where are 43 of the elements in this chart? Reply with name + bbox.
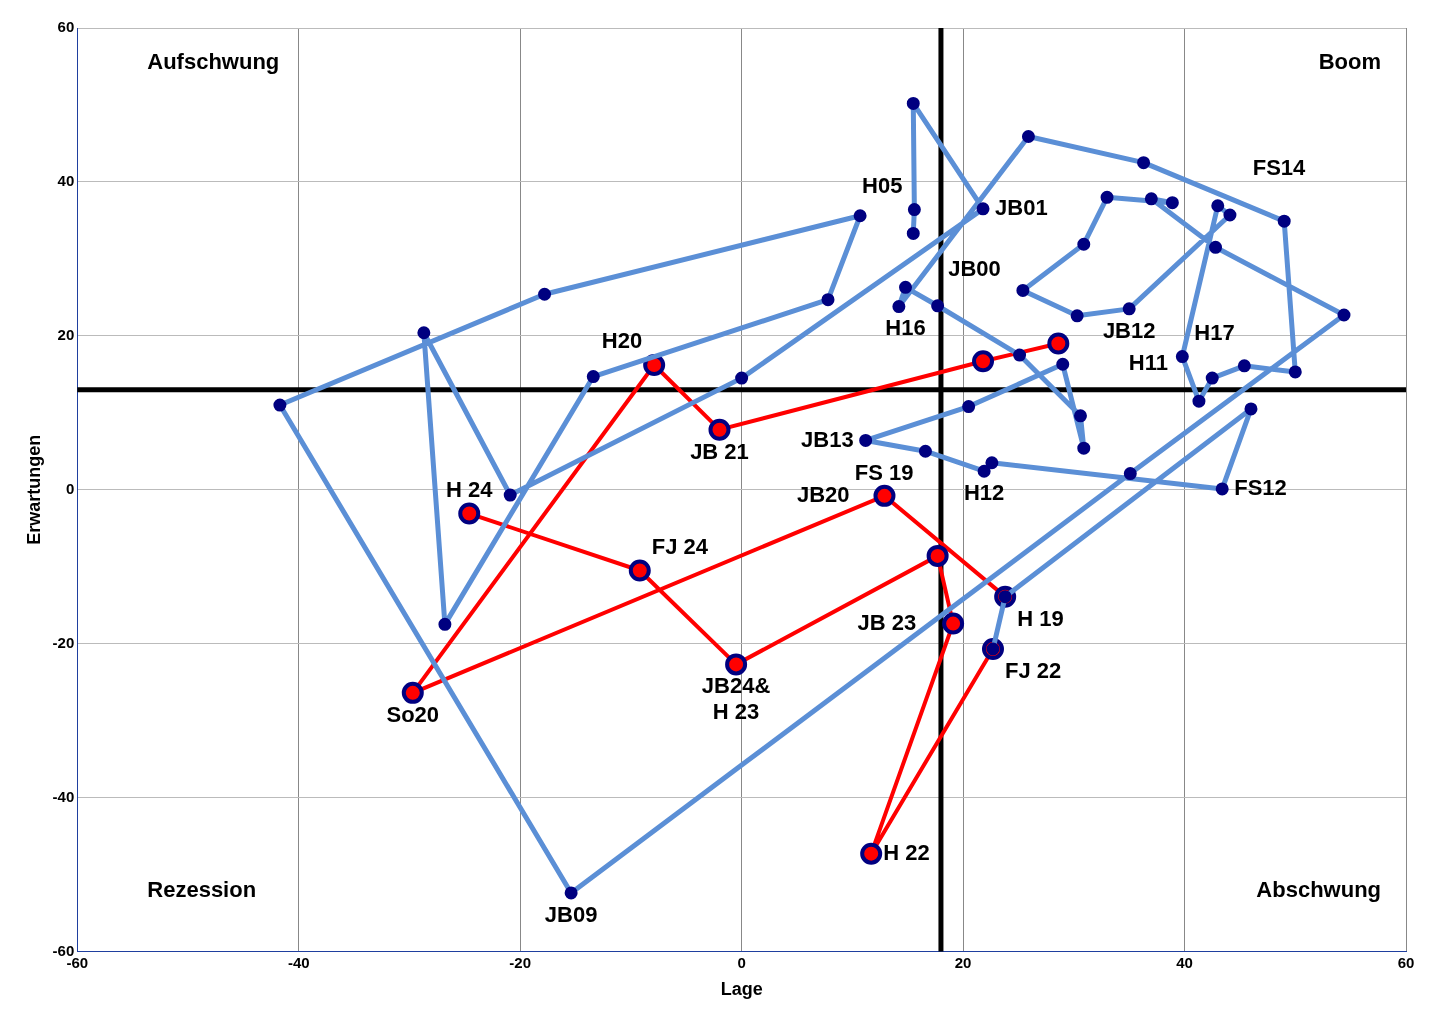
annotation: JB12 [1102,317,1156,343]
y-tick-label: -20 [52,633,75,651]
annotation: JB00 [948,256,1001,282]
annotation: Abschwung [1256,877,1381,903]
x-tick-label: -20 [509,953,532,971]
annotation: Aufschwung [147,49,280,75]
annotation: FJ 22 [1004,658,1062,684]
annotation: JB 21 [690,438,749,464]
annotation: H 19 [1017,605,1064,631]
annotation: So20 [386,701,440,727]
x-axis-title: Lage [720,979,763,1000]
y-tick-label: -60 [52,941,75,959]
annotation: JB20 [796,481,850,507]
annotation: JB01 [995,194,1048,220]
x-tick-label: 60 [1397,953,1415,971]
annotation: H16 [885,314,926,340]
annotation: H17 [1194,319,1235,345]
annotation: H11 [1128,350,1168,376]
annotation: JB13 [801,426,854,452]
annotation: H 24 [446,476,494,502]
annotation: Rezession [147,877,257,903]
x-tick-label: 20 [954,953,972,971]
annotation: Boom [1318,49,1381,75]
annotation: FS14 [1252,155,1307,181]
x-tick-label: -40 [287,953,310,971]
annotation: JB09 [544,901,598,927]
y-tick-label: -40 [52,787,75,805]
annotation: FS 19 [854,460,914,486]
annotation: FS12 [1234,474,1287,500]
y-tick-label: 60 [57,18,75,36]
x-tick-label: 40 [1176,953,1193,971]
annotation: JB 23 [857,609,917,635]
annotation: JB24& H 23 [701,673,771,725]
annotation: H20 [601,328,643,354]
x-tick-label: 0 [737,953,746,971]
y-tick-label: 0 [65,479,75,497]
annotation: FJ 24 [651,533,709,559]
y-axis-title: Erwartungen [23,434,44,545]
annotation: H05 [862,172,903,198]
y-tick-label: 40 [57,172,75,190]
annotation: H 22 [883,839,930,865]
annotation: H12 [963,480,1005,506]
y-tick-label: 20 [57,325,75,343]
